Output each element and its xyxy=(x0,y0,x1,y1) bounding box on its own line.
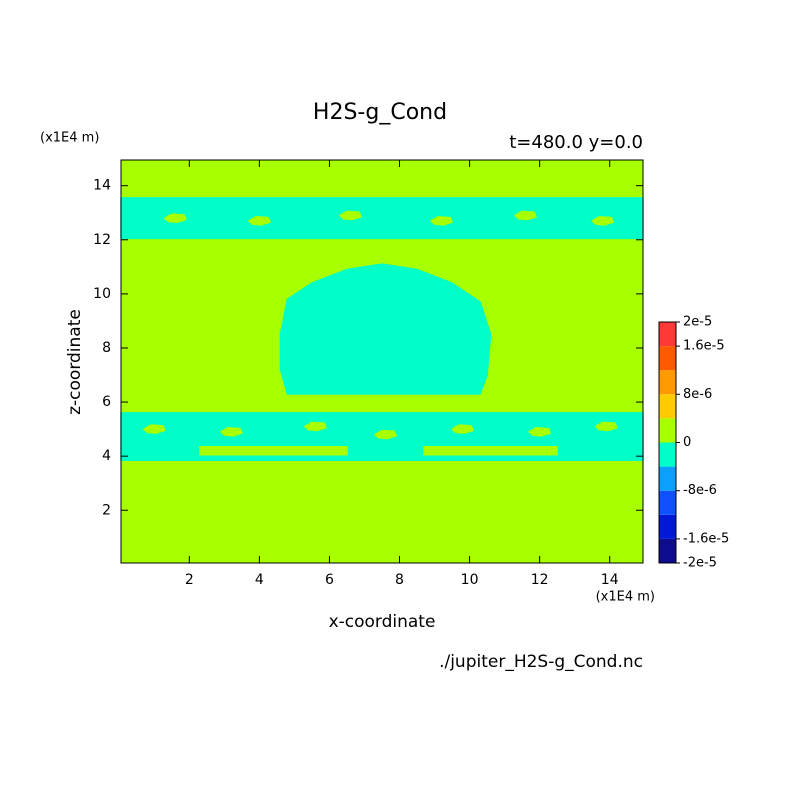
contour-region xyxy=(514,210,537,221)
chart-subtitle: t=480.0 y=0.0 xyxy=(509,132,643,153)
source-label: ./jupiter_H2S-g_Cond.nc xyxy=(439,652,643,672)
colorbar-segment xyxy=(659,418,676,443)
x-tick-label: 14 xyxy=(601,572,619,588)
contour-region xyxy=(143,424,166,434)
contour-region xyxy=(528,427,551,437)
colorbar-segment xyxy=(659,322,676,347)
y-tick-label: 10 xyxy=(93,286,111,302)
colorbar-segment xyxy=(659,370,676,395)
x-tick-label: 10 xyxy=(461,572,479,588)
colorbar-tick-label: -2e-5 xyxy=(683,556,717,571)
colorbar-segment xyxy=(659,514,676,539)
contour-region xyxy=(199,445,348,456)
contour-region xyxy=(279,263,492,395)
contour-region xyxy=(304,421,327,432)
colorbar-segment xyxy=(659,442,676,467)
x-tick-label: 8 xyxy=(395,572,404,588)
colorbar-tick-label: 2e-5 xyxy=(683,315,712,330)
plot-frame xyxy=(120,159,644,564)
contour-region xyxy=(164,213,187,223)
colorbar-segment xyxy=(659,490,676,515)
x-tick-label: 12 xyxy=(531,572,549,588)
y-tick-label: 8 xyxy=(102,340,111,356)
y-tick-label: 12 xyxy=(93,232,111,248)
contour-region xyxy=(594,421,618,432)
chart-title: H2S-g_Cond xyxy=(313,100,447,125)
y-tick-label: 4 xyxy=(102,448,111,464)
contour-region xyxy=(430,216,453,226)
colorbar-tick-label: -8e-6 xyxy=(683,483,717,498)
colorbar-segment xyxy=(659,346,676,371)
y-unit: (x1E4 m) xyxy=(40,131,99,146)
colorbar-tick-label: -1.6e-5 xyxy=(683,531,729,546)
x-tick-label: 2 xyxy=(185,572,194,588)
y-axis-label: z-coordinate xyxy=(65,309,85,415)
colorbar-segment xyxy=(659,538,676,563)
x-axis-label: x-coordinate xyxy=(329,612,436,632)
colorbar-tick-label: 0 xyxy=(683,435,691,450)
contour-region xyxy=(423,445,558,456)
y-tick-label: 14 xyxy=(93,178,111,194)
colorbar-segment xyxy=(659,394,676,419)
colorbar-tick-label: 1.6e-5 xyxy=(683,339,725,354)
x-tick-label: 4 xyxy=(255,572,264,588)
colorbar-tick-label: 8e-6 xyxy=(683,387,712,402)
contour-region xyxy=(374,429,397,440)
contour-region xyxy=(220,427,243,437)
contour-region xyxy=(339,210,362,221)
y-tick-label: 6 xyxy=(102,394,111,410)
contour-region xyxy=(248,216,271,226)
contour-region xyxy=(591,216,614,226)
colorbar-segment xyxy=(659,466,676,491)
x-tick-label: 6 xyxy=(325,572,334,588)
contour-region xyxy=(120,197,644,240)
y-tick-label: 2 xyxy=(102,502,111,518)
x-unit: (x1E4 m) xyxy=(596,590,655,605)
contour-region xyxy=(451,424,474,434)
